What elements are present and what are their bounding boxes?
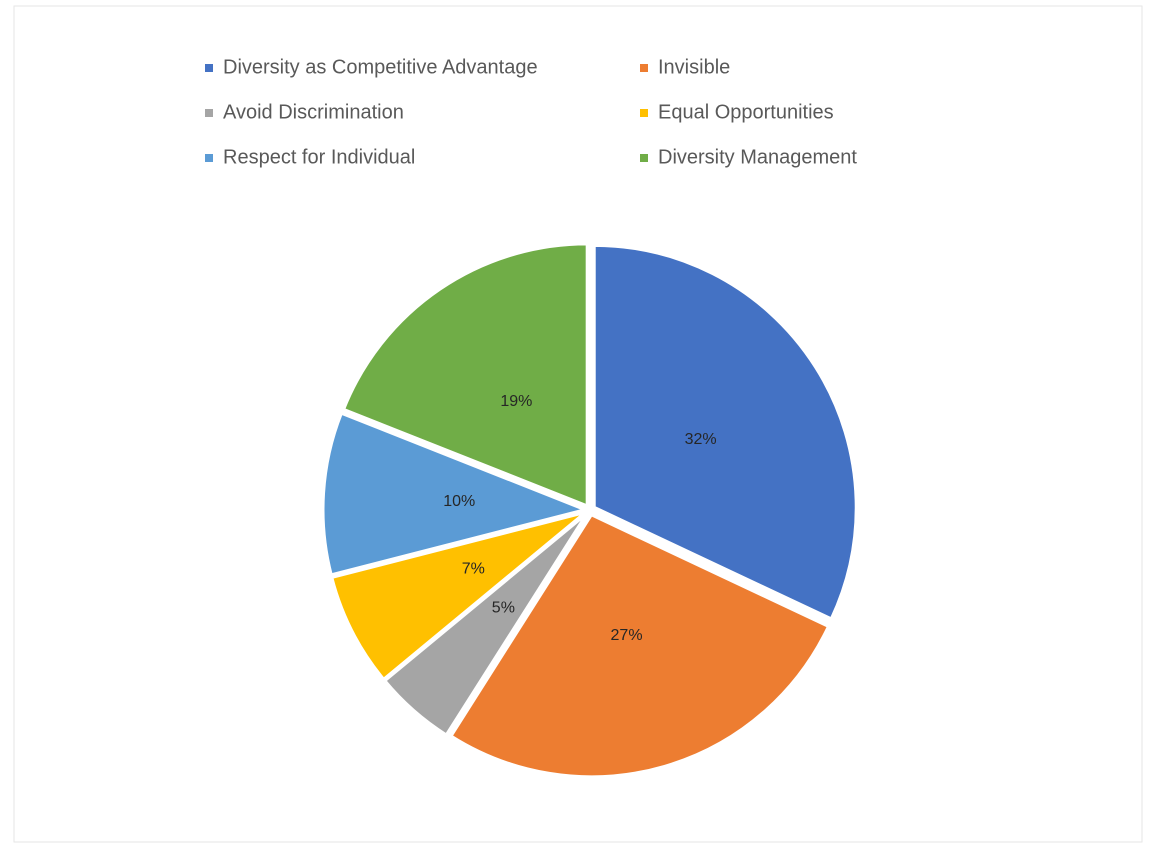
legend-text: Diversity Management [658, 146, 857, 168]
value-label: 7% [462, 561, 485, 578]
pie-slice [329, 510, 587, 682]
pie-slice [592, 243, 858, 621]
value-label: 5% [492, 599, 515, 616]
legend-marker [205, 154, 213, 162]
legend-marker [640, 64, 648, 72]
legend-marker [205, 109, 213, 117]
value-label: 32% [685, 431, 717, 448]
legend-text: Respect for Individual [223, 146, 415, 168]
legend-text: Diversity as Competitive Advantage [223, 56, 538, 78]
legend-text: Avoid Discrimination [223, 101, 404, 123]
legend-marker [640, 154, 648, 162]
value-label: 10% [443, 493, 475, 510]
value-label: 27% [611, 627, 643, 644]
pie-slice [341, 242, 589, 509]
value-label: 19% [500, 393, 532, 410]
legend-text: Equal Opportunities [658, 101, 834, 123]
pie-slice [448, 512, 831, 779]
pie-slice [382, 512, 588, 738]
legend-marker [640, 109, 648, 117]
legend-text: Invisible [658, 56, 730, 78]
legend-marker [205, 64, 213, 72]
pie-slice [321, 411, 590, 577]
